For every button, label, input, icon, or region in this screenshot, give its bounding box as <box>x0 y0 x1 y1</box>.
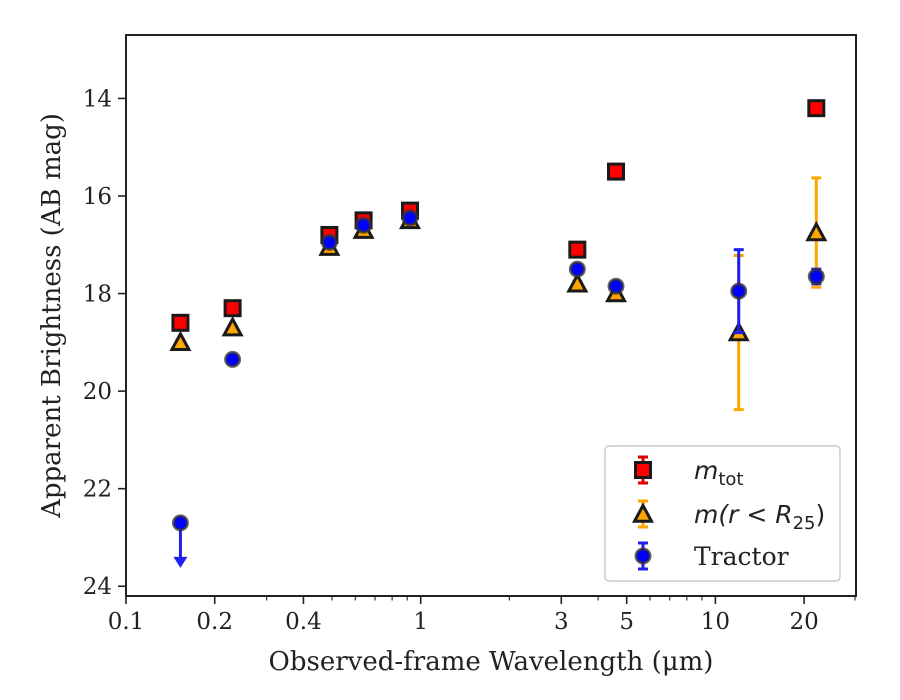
x-tick-label: 20 <box>789 609 818 635</box>
y-tick-label: 16 <box>83 184 112 210</box>
data-point-circle <box>320 233 338 251</box>
data-point-triangle <box>805 220 828 242</box>
data-point-circle <box>807 267 825 285</box>
x-axis-label: Observed-frame Wavelength (μm) <box>269 647 714 677</box>
y-axis-label: Apparent Brightness (AB mag) <box>37 113 67 519</box>
legend-label: Tractor <box>694 542 789 571</box>
legend-marker-square <box>634 461 652 479</box>
x-tick-label: 5 <box>619 609 634 635</box>
data-point-triangle <box>169 330 192 352</box>
x-tick-label: 0.4 <box>285 609 322 635</box>
legend-marker-triangle <box>631 502 655 523</box>
data-point-circle <box>224 350 242 368</box>
legend-label: mtot <box>694 456 744 490</box>
y-tick-label: 14 <box>83 86 112 112</box>
data-point-square <box>223 299 242 318</box>
x-tick-label: 0.1 <box>108 609 145 635</box>
data-point-triangle <box>221 316 244 337</box>
y-tick-label: 24 <box>83 574 112 600</box>
series-triangle <box>169 176 828 412</box>
upper-limit-arrowhead <box>173 556 188 568</box>
series-layer <box>169 99 828 568</box>
data-point-square <box>607 162 626 181</box>
data-point-square <box>807 99 826 118</box>
data-point-circle <box>568 260 586 278</box>
series-circle <box>171 209 825 568</box>
y-tick-label: 18 <box>83 282 112 308</box>
y-tick-label: 20 <box>83 379 112 405</box>
x-tick-label: 0.2 <box>196 609 233 635</box>
x-tick-label: 1 <box>413 609 428 635</box>
data-point-circle <box>730 282 748 300</box>
data-point-circle <box>607 277 625 295</box>
x-tick-label: 3 <box>554 609 569 635</box>
legend-box <box>604 445 841 582</box>
data-point-square <box>171 313 190 332</box>
data-point-circle <box>355 216 373 234</box>
legend: mtot m(r < R25) Tractor <box>604 445 841 582</box>
y-tick-label: 22 <box>83 477 112 503</box>
plot-frame <box>125 34 857 597</box>
legend-label: m(r < R25) <box>694 500 825 534</box>
axes: 0.1 0.2 0.4 1 3 5 10 20 14 16 18 20 22 24 <box>83 34 857 635</box>
data-point-circle <box>171 514 189 532</box>
data-point-square <box>568 240 587 259</box>
data-point-triangle <box>566 272 589 293</box>
x-tick-label: 10 <box>701 609 730 635</box>
series-square <box>171 99 826 332</box>
data-point-circle <box>401 209 419 227</box>
legend-marker-circle <box>634 547 652 565</box>
